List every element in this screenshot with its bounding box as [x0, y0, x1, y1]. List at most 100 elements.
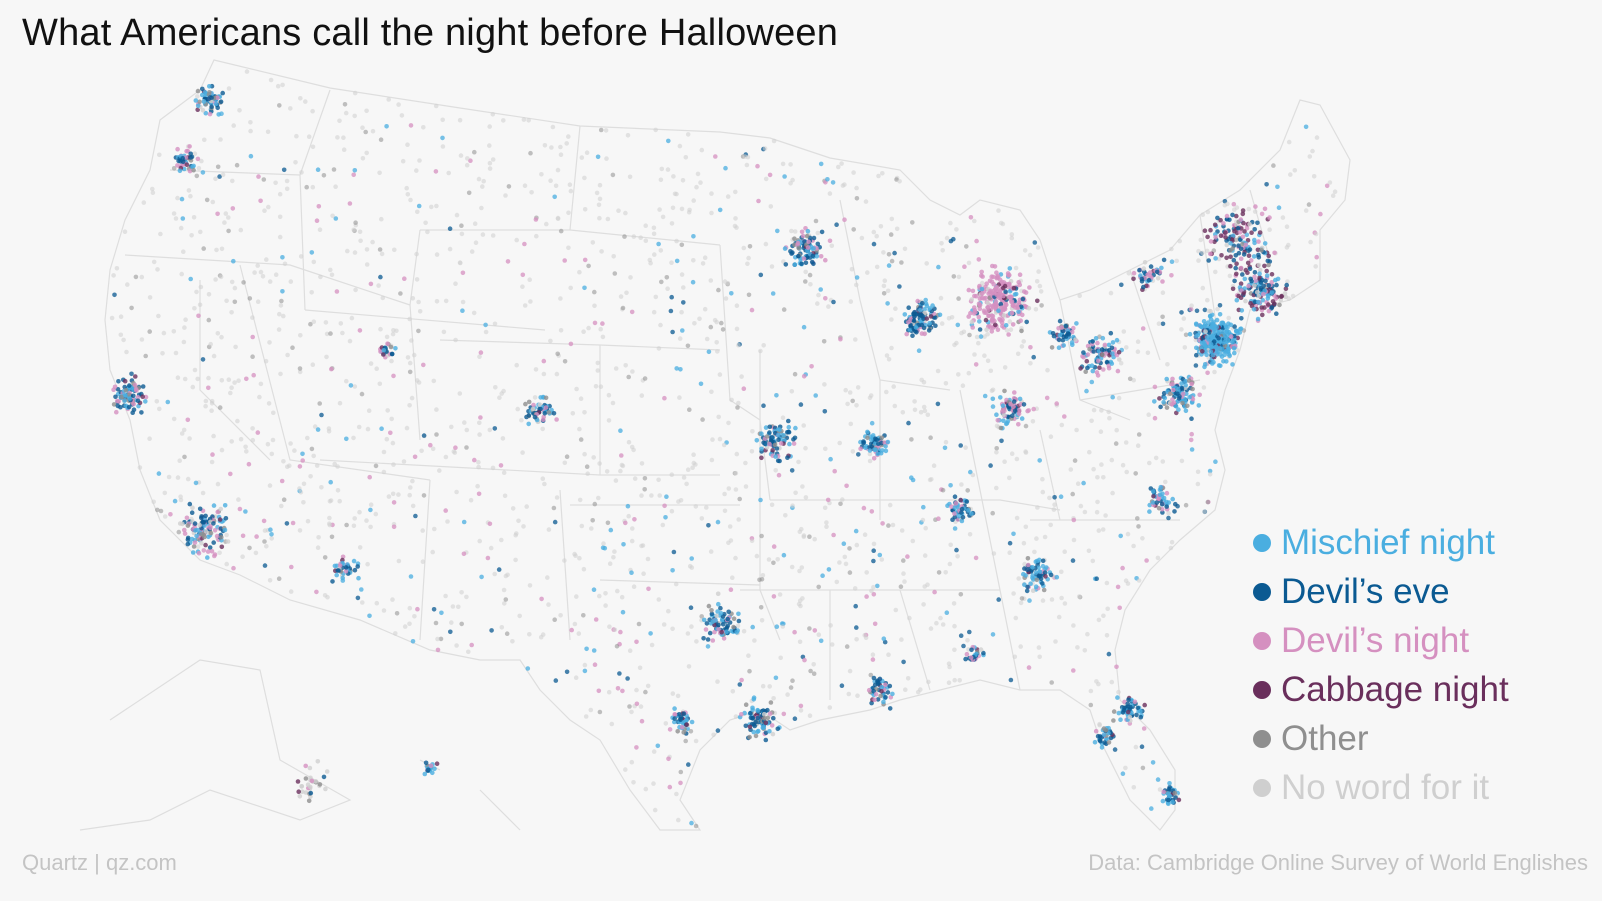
response-dot — [778, 441, 784, 446]
response-dot — [591, 648, 597, 653]
response-dot — [713, 618, 718, 623]
response-dot — [1239, 316, 1244, 321]
response-dot — [847, 546, 852, 551]
response-dot — [1200, 250, 1205, 256]
response-dot — [968, 215, 974, 220]
response-dot — [716, 287, 721, 293]
response-dot — [1035, 245, 1041, 250]
legend-dot-other — [1253, 729, 1271, 748]
response-dot — [1220, 320, 1226, 326]
response-dot — [826, 304, 831, 309]
response-dot — [288, 589, 294, 594]
response-dot — [874, 233, 879, 239]
response-dot — [594, 190, 600, 196]
response-dot — [1131, 543, 1136, 549]
response-dot — [1164, 504, 1169, 509]
response-dot — [620, 688, 625, 694]
response-dot — [1196, 403, 1202, 408]
response-dot — [854, 275, 860, 280]
response-dot — [404, 185, 410, 191]
response-dot — [592, 303, 597, 309]
response-dot — [520, 272, 526, 278]
response-dot — [728, 587, 734, 592]
response-dot — [154, 399, 160, 404]
response-dot — [364, 518, 369, 523]
response-dot — [514, 237, 519, 243]
response-dot — [946, 316, 952, 321]
response-dot — [368, 281, 374, 287]
response-dot — [1051, 333, 1057, 339]
response-dot — [897, 284, 902, 289]
state-border — [719, 244, 771, 501]
response-dot — [527, 277, 532, 283]
response-dot — [1179, 310, 1184, 315]
response-dot — [275, 83, 281, 89]
response-dot — [1007, 475, 1012, 481]
response-dot — [377, 170, 382, 176]
response-dot — [1189, 303, 1194, 309]
response-dot — [613, 366, 619, 371]
response-dot — [151, 499, 156, 505]
response-dot — [686, 664, 692, 669]
response-dot — [776, 437, 781, 443]
response-dot — [989, 329, 995, 334]
response-dot — [722, 508, 728, 514]
response-dot — [217, 517, 223, 522]
response-dot — [182, 454, 187, 460]
response-dot — [913, 325, 919, 330]
response-dot — [437, 468, 442, 473]
response-dot — [1015, 305, 1020, 311]
response-dot — [1204, 352, 1209, 358]
response-dot — [1087, 449, 1092, 455]
response-dot — [648, 260, 653, 266]
response-dot — [194, 533, 199, 539]
response-dot — [1001, 285, 1006, 291]
response-dot — [278, 371, 283, 377]
response-dot — [188, 151, 193, 157]
response-dot — [1057, 318, 1063, 324]
response-dot — [749, 307, 755, 313]
response-dot — [883, 695, 888, 700]
response-dot — [725, 623, 730, 629]
response-dot — [526, 421, 531, 427]
response-dot — [1238, 295, 1244, 301]
response-dot — [280, 289, 285, 294]
response-dot — [252, 270, 257, 275]
response-dot — [1232, 228, 1237, 234]
response-dot — [715, 349, 720, 354]
response-dot — [434, 761, 440, 766]
response-dot — [618, 294, 624, 299]
response-dot — [483, 329, 489, 335]
response-dot — [434, 299, 440, 304]
response-dot — [1193, 363, 1199, 368]
response-dot — [669, 221, 675, 226]
response-dot — [869, 588, 874, 594]
response-dot — [577, 426, 582, 432]
response-dot — [867, 458, 873, 464]
response-dot — [1049, 597, 1055, 602]
response-dot — [1025, 556, 1031, 561]
response-dot — [798, 402, 804, 407]
response-dot — [855, 385, 861, 390]
response-dot — [1228, 334, 1234, 339]
response-dot — [1052, 502, 1057, 508]
response-dot — [1038, 289, 1044, 294]
state-border — [959, 389, 991, 541]
response-dot — [329, 272, 335, 278]
response-dot — [434, 252, 440, 257]
response-dot — [200, 490, 206, 496]
response-dot — [1228, 254, 1233, 260]
response-dot — [562, 359, 568, 364]
response-dot — [269, 451, 275, 457]
response-dot — [175, 475, 181, 480]
response-dot — [256, 174, 261, 179]
response-dot — [456, 604, 461, 610]
response-dot — [214, 533, 220, 539]
response-dot — [244, 69, 250, 74]
response-dot — [1150, 760, 1156, 765]
response-dot — [963, 445, 968, 450]
response-dot — [685, 467, 691, 473]
response-dot — [225, 539, 231, 544]
response-dot — [699, 516, 705, 521]
response-dot — [967, 629, 972, 635]
